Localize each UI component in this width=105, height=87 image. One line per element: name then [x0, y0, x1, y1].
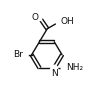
Circle shape [35, 14, 42, 21]
Circle shape [56, 17, 65, 26]
Circle shape [18, 50, 28, 60]
Text: N: N [51, 69, 58, 78]
Text: NH₂: NH₂ [66, 63, 84, 72]
Circle shape [51, 65, 58, 72]
Text: O: O [32, 13, 39, 22]
Text: Br: Br [13, 50, 23, 59]
Text: OH: OH [60, 17, 74, 26]
Circle shape [61, 63, 72, 73]
